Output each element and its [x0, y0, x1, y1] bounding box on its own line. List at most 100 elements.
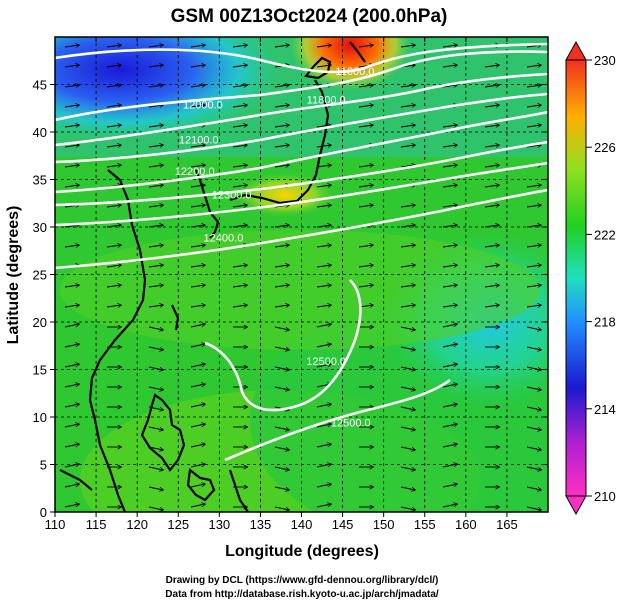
wind-arrow [106, 285, 121, 287]
wind-arrow [190, 464, 205, 468]
wind-arrow [358, 165, 373, 167]
wind-arrow [190, 145, 205, 147]
wind-arrow [442, 185, 457, 187]
wind-arrow [442, 484, 457, 488]
colorbar-ticks: 210 214 218 222 226 230 [586, 53, 616, 504]
wind-arrow [442, 205, 457, 207]
wind-arrow [484, 85, 499, 87]
colorbar-tick-label: 222 [594, 227, 616, 242]
wind-arrow [526, 85, 541, 87]
wind-arrow [400, 486, 415, 490]
wind-arrow [190, 344, 205, 348]
wind-arrow [484, 265, 499, 267]
wind-arrow [526, 105, 541, 107]
wind-arrow [526, 366, 541, 370]
wind-arrow [64, 225, 79, 227]
wind-arrow [358, 285, 373, 287]
colorbar-gradient [565, 59, 587, 497]
wind-arrow [148, 386, 163, 390]
y-tick-label: 35 [33, 173, 47, 188]
wind-arrow [106, 125, 121, 127]
wind-arrow [274, 245, 289, 247]
wind-arrow [400, 466, 415, 470]
wind-arrow [64, 285, 79, 287]
wind-arrow [358, 265, 373, 267]
wind-arrow [106, 225, 121, 227]
wind-arrow [148, 346, 163, 350]
wind-arrow [274, 165, 289, 167]
wind-arrow [358, 245, 373, 247]
wind-arrow [358, 205, 373, 207]
wind-arrow [64, 245, 79, 247]
wind-arrow [400, 446, 415, 450]
wind-arrow [64, 85, 79, 87]
wind-arrow [148, 85, 163, 87]
wind-arrow [64, 364, 79, 368]
x-tick-label: 160 [455, 517, 477, 532]
contour-label: 12400.0 [204, 232, 244, 244]
wind-arrow [148, 486, 163, 490]
wind-arrow [106, 65, 121, 67]
wind-arrow [274, 426, 289, 430]
wind-arrow [400, 225, 415, 227]
wind-arrow [316, 245, 331, 247]
wind-arrow [316, 504, 331, 508]
wind-arrow [526, 386, 541, 390]
wind-arrow [526, 65, 541, 67]
wind-arrow [358, 45, 373, 47]
colorbar-tick-label: 210 [594, 489, 616, 504]
wind-arrow [190, 384, 205, 388]
y-tick-label: 45 [33, 78, 47, 93]
wind-arrow [274, 506, 289, 510]
contour-label: 12100.0 [179, 134, 219, 146]
wind-arrow [316, 484, 331, 488]
wind-arrow [442, 125, 457, 127]
wind-arrow [316, 45, 331, 47]
wind-arrow [400, 85, 415, 87]
wind-arrow [274, 366, 289, 370]
wind-arrow [400, 205, 415, 207]
wind-arrow [484, 285, 499, 287]
wind-arrow [106, 205, 121, 207]
wind-arrow [274, 105, 289, 107]
wind-arrow [358, 185, 373, 187]
wind-arrow [484, 205, 499, 207]
wind-arrow [274, 85, 289, 87]
wind-arrow [190, 165, 205, 167]
wind-arrow [148, 145, 163, 147]
wind-arrow [442, 45, 457, 47]
wind-arrow [106, 265, 121, 267]
wind-arrow [232, 125, 247, 127]
wind-arrow [316, 285, 331, 287]
wind-arrow [274, 305, 289, 307]
coastlines [59, 41, 366, 512]
wind-arrow [232, 205, 247, 207]
wind-arrow [400, 426, 415, 430]
wind-arrow [442, 324, 457, 328]
wind-arrow [484, 225, 499, 227]
wind-arrow [526, 486, 541, 490]
wind-arrow [316, 205, 331, 207]
wind-arrow [232, 225, 247, 227]
wind-arrow [232, 145, 247, 147]
wind-arrow [274, 346, 289, 350]
wind-arrow [190, 85, 205, 87]
x-axis-ticks: 110 115 120 125 130 135 140 145 150 155 160 165 [45, 37, 518, 532]
wind-arrow [148, 265, 163, 267]
wind-arrow [64, 45, 79, 47]
wind-arrow [232, 185, 247, 187]
y-tick-label: 0 [40, 505, 47, 520]
wind-arrow [526, 245, 541, 247]
wind-arrow [64, 424, 79, 428]
wind-arrow [232, 105, 247, 107]
wind-arrow [148, 366, 163, 370]
wind-arrow [400, 326, 415, 330]
y-tick-label: 30 [33, 220, 47, 235]
wind-arrow [316, 364, 331, 368]
contour-label: 12000.0 [183, 99, 223, 111]
wind-arrow [190, 364, 205, 368]
wind-arrow [442, 285, 457, 287]
wind-arrow [274, 446, 289, 450]
contour-label: 12500.0 [331, 418, 371, 430]
wind-arrow [442, 225, 457, 227]
